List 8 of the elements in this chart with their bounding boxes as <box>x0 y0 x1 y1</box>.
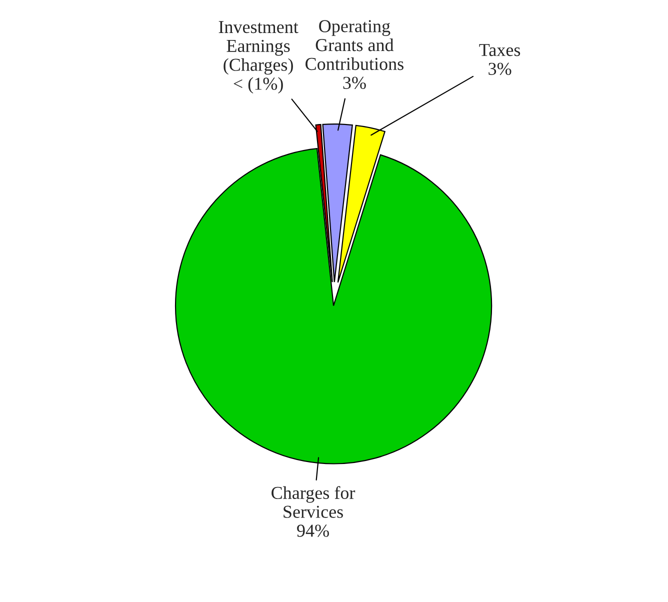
data-label: 94% <box>297 524 329 537</box>
data-label: 3% <box>488 62 512 76</box>
slice-label: Charges for Services <box>272 486 356 518</box>
data-label: < (1%) <box>234 77 283 94</box>
slice-label: Operating Grants and Contributions <box>306 20 404 70</box>
data-label: 3% <box>343 76 366 90</box>
slice-label: Taxes <box>479 44 520 56</box>
slice-label: Investment Earnings (Charges) <box>218 21 298 75</box>
